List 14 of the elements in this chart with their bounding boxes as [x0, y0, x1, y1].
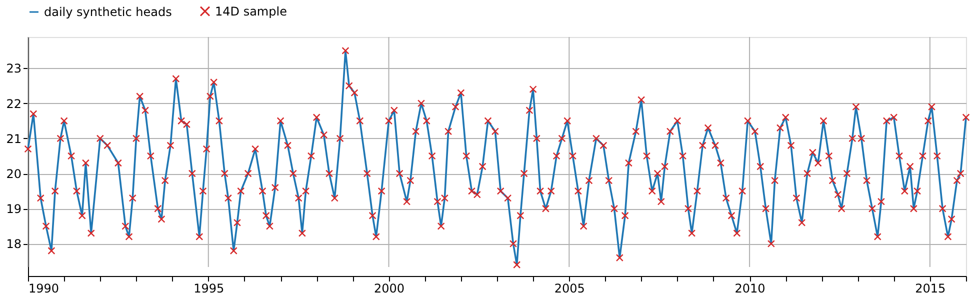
x-tick-label: 2015	[915, 282, 946, 296]
y-tick-label: 20	[6, 167, 22, 182]
y-tick-label: 22	[6, 96, 22, 111]
y-tick-label: 19	[6, 202, 22, 216]
x-tick-label: 2010	[734, 282, 766, 296]
x-tick-label: 2000	[374, 282, 405, 296]
y-tick-label: 18	[6, 237, 22, 252]
y-tick-label: 21	[6, 132, 22, 146]
x-tick-label: 2005	[554, 282, 585, 296]
legend-label: 14D sample	[215, 4, 287, 18]
legend-label: daily synthetic heads	[44, 5, 172, 19]
x-tick-label: 1995	[194, 282, 224, 296]
x-tick-label: 1990	[28, 282, 60, 296]
y-tick-label: 23	[6, 62, 22, 76]
